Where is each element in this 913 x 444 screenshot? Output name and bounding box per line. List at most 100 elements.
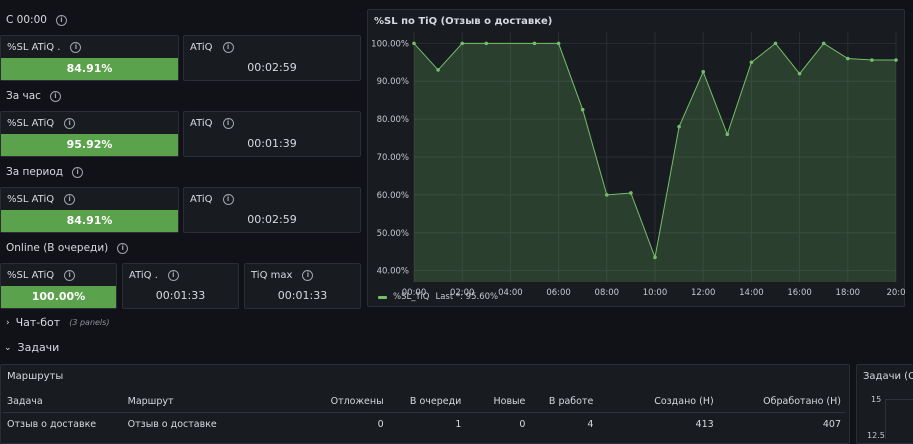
column-header[interactable]: Маршрут	[123, 390, 311, 413]
x-tick-label: 04:00	[498, 288, 523, 298]
info-icon[interactable]: i	[55, 14, 67, 26]
sl-value-bar: 95.92%	[1, 134, 178, 156]
column-header[interactable]: Новые	[465, 390, 530, 413]
section-header-period: За период i	[6, 166, 84, 178]
column-header[interactable]: Отложены	[310, 390, 388, 413]
column-header[interactable]: Задача	[3, 390, 124, 413]
side-grid-line	[885, 399, 913, 400]
chart-legend[interactable]: %SL_TiQ Last *: 95.60%	[378, 292, 498, 302]
stat-panel-atiq-period[interactable]: ATiQ i 00:02:59	[183, 187, 361, 233]
data-point[interactable]	[846, 56, 850, 61]
y-tick-label: 50.00%	[377, 229, 409, 239]
section-header-today: С 00:00 i	[6, 14, 67, 26]
column-header[interactable]: В работе	[529, 390, 598, 413]
side-grid-line	[885, 399, 886, 439]
stat-panel-sl-today[interactable]: %SL ATiQ .i 84.91%	[0, 35, 179, 81]
info-icon[interactable]: i	[72, 166, 84, 178]
data-point[interactable]	[797, 71, 802, 76]
data-point[interactable]	[725, 132, 730, 137]
data-point[interactable]	[821, 41, 826, 46]
stat-panel-sl-hour[interactable]: %SL ATiQ i 95.92%	[0, 111, 179, 157]
info-icon[interactable]: i	[222, 118, 234, 129]
stat-panel-tiq-max[interactable]: TiQ max i 00:01:33	[244, 263, 361, 309]
legend-series-name: %SL_TiQ	[393, 292, 430, 302]
stat-panel-atiq-hour[interactable]: ATiQ i 00:01:39	[183, 111, 361, 157]
data-point[interactable]	[580, 107, 585, 112]
atiq-value: 00:01:39	[247, 137, 297, 150]
data-point[interactable]	[773, 41, 778, 46]
x-tick-label: 06:00	[546, 288, 571, 298]
routes-title: Маршруты	[7, 371, 64, 382]
row-chatbot[interactable]: › Чат-бот (3 panels)	[6, 316, 110, 329]
data-point[interactable]	[677, 124, 681, 129]
data-point[interactable]	[484, 41, 489, 46]
stat-panel-sl-period[interactable]: %SL ATiQ i 84.91%	[0, 187, 179, 233]
column-header[interactable]: В очереди	[387, 390, 466, 413]
tasks-side-title: Задачи (От	[863, 371, 913, 382]
info-icon[interactable]: i	[167, 270, 179, 281]
y-tick-label: 80.00%	[377, 115, 409, 125]
data-point[interactable]	[556, 41, 561, 46]
data-point[interactable]	[412, 41, 416, 46]
tasks-side-panel[interactable]: Задачи (От 15 12.5	[856, 364, 913, 444]
data-point[interactable]	[870, 58, 874, 62]
x-tick-label: 14:00	[739, 288, 764, 298]
stat-panel-sl-online[interactable]: %SL ATiQ i 100.00%	[0, 263, 117, 309]
stat-panel-atiq-online[interactable]: ATiQ .i 00:01:33	[122, 263, 239, 309]
info-icon[interactable]: i	[117, 242, 129, 254]
row-tasks[interactable]: ⌄ Задачи	[4, 341, 60, 354]
column-header[interactable]: Обработано (Н)	[717, 390, 845, 413]
x-tick-label: 20:0	[886, 288, 905, 298]
legend-color-swatch	[378, 295, 387, 299]
info-icon[interactable]: i	[222, 42, 234, 53]
side-tick-label: 15	[871, 395, 882, 404]
info-icon[interactable]: i	[64, 194, 76, 205]
sl-value-bar: 84.91%	[1, 210, 178, 232]
data-point[interactable]	[629, 191, 633, 195]
info-icon[interactable]: i	[64, 270, 76, 281]
stat-panel-atiq-today[interactable]: ATiQ i 00:02:59	[183, 35, 361, 81]
x-tick-label: 10:00	[643, 288, 668, 298]
section-header-hour: За час i	[6, 90, 61, 102]
data-point[interactable]	[749, 60, 754, 65]
y-tick-label: 100.00%	[371, 39, 409, 49]
chart-title: %SL по TiQ (Отзыв о доставке)	[374, 16, 553, 27]
section-header-online: Online (В очереди) i	[6, 242, 129, 254]
side-tick-label: 12.5	[867, 431, 885, 440]
info-icon[interactable]: i	[49, 90, 61, 102]
atiq-value: 00:01:33	[155, 289, 206, 302]
x-tick-label: 02:00	[450, 288, 475, 298]
info-icon[interactable]: i	[64, 118, 76, 129]
data-point[interactable]	[436, 68, 440, 72]
y-tick-label: 90.00%	[377, 77, 409, 87]
data-point[interactable]	[605, 193, 609, 197]
data-point[interactable]	[532, 41, 537, 46]
x-tick-label: 00:00	[402, 288, 427, 298]
sl-value-bar: 84.91%	[1, 58, 178, 80]
sl-value-bar: 100.00%	[1, 286, 116, 308]
info-icon[interactable]: i	[302, 270, 314, 281]
chevron-down-icon: ⌄	[4, 342, 12, 353]
legend-last-value: Last *: 95.60%	[435, 292, 499, 302]
chevron-right-icon: ›	[6, 317, 10, 328]
y-tick-label: 60.00%	[377, 191, 409, 201]
table-row[interactable]: Отзыв о доставке Отзыв о доставке 0 1 0 …	[7, 418, 841, 430]
column-header[interactable]: Создано (Н)	[597, 390, 718, 413]
data-point[interactable]	[894, 58, 898, 62]
routes-table: Задача Маршрут Отложены В очереди Новые …	[3, 390, 845, 435]
series-line[interactable]	[413, 42, 896, 260]
data-point[interactable]	[701, 69, 705, 74]
info-icon[interactable]: i	[70, 42, 82, 53]
x-tick-label: 18:00	[836, 288, 861, 298]
data-point[interactable]	[653, 255, 657, 260]
routes-panel[interactable]: Маршруты Задача Маршрут Отложены В очере…	[0, 364, 850, 444]
info-icon[interactable]: i	[222, 194, 234, 205]
sl-tiq-chart[interactable]: 100.00% 90.00% 80.00% 70.00% 60.00% 50.00% 40.…	[368, 10, 906, 308]
data-point[interactable]	[460, 41, 464, 46]
atiq-value: 00:02:59	[247, 213, 297, 226]
series-area-fill	[414, 43, 896, 283]
chart-panel-sl-tiq[interactable]: %SL по TiQ (Отзыв о доставке) 100.00% 90.…	[367, 9, 906, 308]
y-tick-label: 70.00%	[377, 153, 409, 163]
x-tick-label: 12:00	[691, 288, 716, 298]
x-tick-label: 16:00	[787, 288, 812, 298]
